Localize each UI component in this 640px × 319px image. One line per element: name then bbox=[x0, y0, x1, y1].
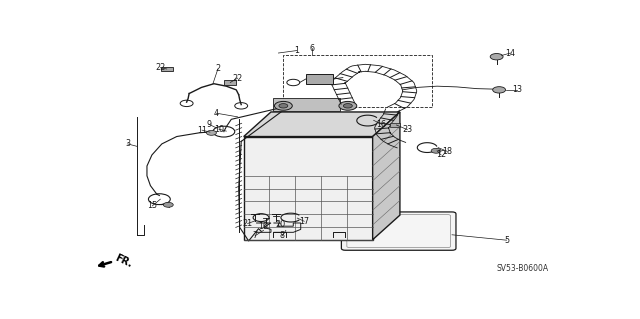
FancyBboxPatch shape bbox=[341, 212, 456, 250]
Text: 20: 20 bbox=[276, 220, 286, 229]
Circle shape bbox=[493, 87, 506, 93]
Text: FR.: FR. bbox=[114, 253, 134, 270]
Text: 1: 1 bbox=[294, 46, 300, 55]
Polygon shape bbox=[161, 67, 173, 71]
Text: 15: 15 bbox=[147, 201, 157, 210]
Text: 17: 17 bbox=[299, 217, 309, 226]
Text: 6: 6 bbox=[310, 44, 315, 53]
Text: 10: 10 bbox=[214, 125, 224, 134]
Circle shape bbox=[490, 54, 503, 60]
Text: 23: 23 bbox=[403, 125, 412, 134]
Text: 21: 21 bbox=[243, 219, 253, 228]
Text: 12: 12 bbox=[436, 151, 446, 160]
Bar bbox=[306, 74, 333, 84]
Polygon shape bbox=[372, 112, 400, 240]
Text: 14: 14 bbox=[506, 48, 516, 57]
Polygon shape bbox=[390, 123, 400, 127]
Circle shape bbox=[339, 101, 356, 110]
Text: 3: 3 bbox=[125, 139, 130, 148]
Circle shape bbox=[344, 104, 352, 108]
Polygon shape bbox=[244, 137, 372, 240]
Circle shape bbox=[431, 148, 441, 153]
Text: 11: 11 bbox=[197, 126, 207, 135]
Polygon shape bbox=[273, 99, 340, 111]
Polygon shape bbox=[225, 80, 236, 85]
Text: 8: 8 bbox=[280, 231, 285, 240]
Circle shape bbox=[207, 130, 216, 135]
Text: 22: 22 bbox=[156, 63, 166, 72]
Text: 9: 9 bbox=[206, 120, 212, 129]
Text: 4: 4 bbox=[214, 109, 219, 118]
Circle shape bbox=[163, 202, 173, 207]
Text: 7: 7 bbox=[253, 231, 258, 240]
Text: 16: 16 bbox=[376, 120, 387, 129]
Circle shape bbox=[275, 101, 292, 110]
Text: 19: 19 bbox=[259, 222, 269, 231]
Text: 2: 2 bbox=[215, 64, 220, 73]
Text: SV53-B0600A: SV53-B0600A bbox=[497, 264, 548, 273]
Bar bbox=[284, 56, 432, 107]
Text: 18: 18 bbox=[442, 147, 452, 156]
Text: 5: 5 bbox=[504, 236, 509, 245]
Circle shape bbox=[279, 104, 288, 108]
Text: 13: 13 bbox=[513, 85, 522, 94]
Text: 22: 22 bbox=[232, 74, 243, 83]
Polygon shape bbox=[244, 112, 400, 137]
